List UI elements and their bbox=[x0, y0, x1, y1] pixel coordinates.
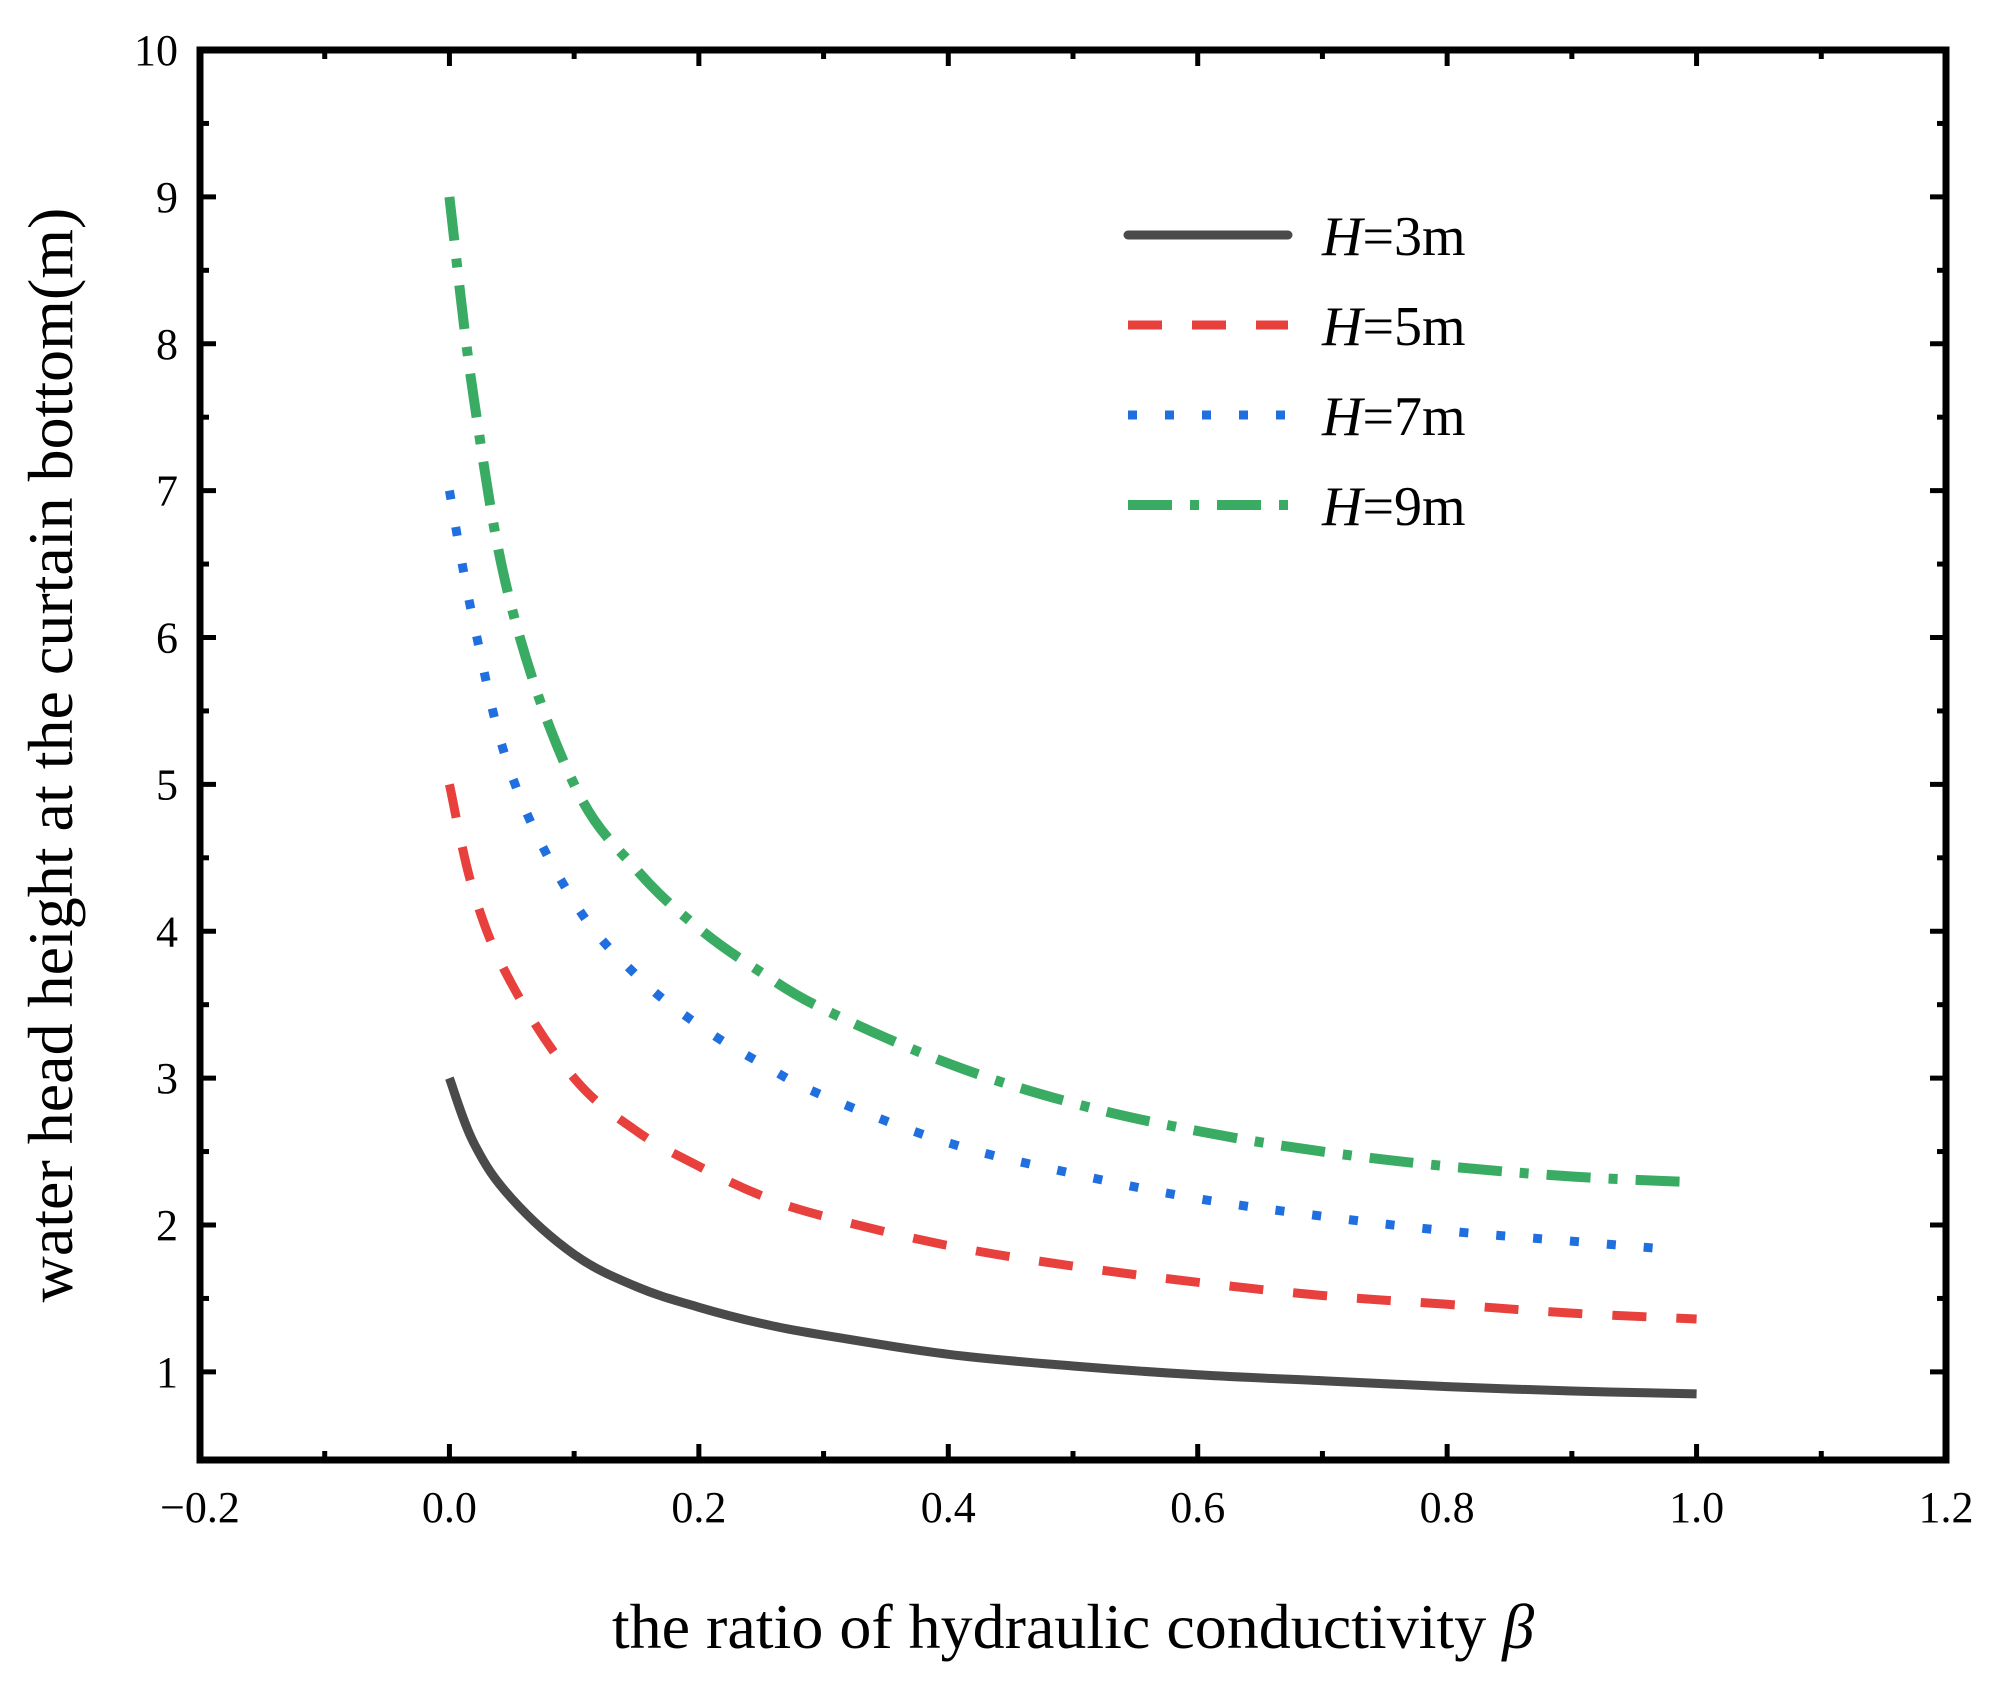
series-line-dashdot bbox=[444, 196, 1697, 1188]
series-line-dotted bbox=[444, 489, 1660, 1253]
y-tick-label: 1 bbox=[156, 1348, 178, 1397]
x-tick-label: 0.4 bbox=[921, 1483, 976, 1532]
x-axis-symbol: β bbox=[1500, 1591, 1534, 1662]
y-axis-title: water head height at the curtain bottom(… bbox=[15, 208, 86, 1303]
x-tick-label: 1.0 bbox=[1669, 1483, 1724, 1532]
legend-label: H=7m bbox=[1321, 386, 1466, 448]
y-tick-label: 6 bbox=[156, 614, 178, 663]
legend-label: H=3m bbox=[1321, 206, 1466, 268]
x-tick-label: −0.2 bbox=[160, 1483, 240, 1532]
series-layer bbox=[444, 196, 1697, 1399]
y-tick-label: 7 bbox=[156, 467, 178, 516]
legend-label-symbol: H bbox=[1321, 206, 1365, 268]
legend-label-symbol: H bbox=[1321, 296, 1365, 358]
y-tick-label: 5 bbox=[156, 760, 178, 809]
plot-frame bbox=[196, 46, 1950, 1464]
legend-label-symbol: H bbox=[1321, 386, 1365, 448]
legend-label: H=9m bbox=[1321, 476, 1466, 538]
y-tick-label: 8 bbox=[156, 320, 178, 369]
y-tick-label: 9 bbox=[156, 173, 178, 222]
legend: H=3mH=5mH=7mH=9m bbox=[1123, 206, 1466, 538]
legend-label-value: =9m bbox=[1362, 476, 1465, 538]
series-line-dashed bbox=[445, 783, 1697, 1324]
series-line-solid bbox=[445, 1076, 1697, 1399]
x-tick-label: 0.2 bbox=[671, 1483, 726, 1532]
x-tick-label: 0.8 bbox=[1420, 1483, 1475, 1532]
legend-label-value: =7m bbox=[1362, 386, 1465, 448]
legend-label-value: =3m bbox=[1362, 206, 1465, 268]
y-tick-label: 10 bbox=[134, 26, 178, 75]
legend-label-symbol: H bbox=[1321, 476, 1365, 538]
y-tick-label: 3 bbox=[156, 1054, 178, 1103]
x-axis-title: the ratio of hydraulic conductivity β bbox=[612, 1591, 1534, 1662]
x-tick-label: 1.2 bbox=[1919, 1483, 1974, 1532]
x-tick-label: 0.0 bbox=[422, 1483, 477, 1532]
legend-label-value: =5m bbox=[1362, 296, 1465, 358]
x-axis-title-text: the ratio of hydraulic conductivity bbox=[612, 1591, 1486, 1662]
x-tick-label: 0.6 bbox=[1170, 1483, 1225, 1532]
y-tick-label: 4 bbox=[156, 907, 178, 956]
legend-label: H=5m bbox=[1321, 296, 1466, 358]
y-tick-label: 2 bbox=[156, 1201, 178, 1250]
ticks-layer: −0.2 0.0 0.2 0.4 0.6 0.8 1.0 1.2 1 2 3 4 5 6 7 8 9 10 bbox=[134, 26, 1974, 1532]
